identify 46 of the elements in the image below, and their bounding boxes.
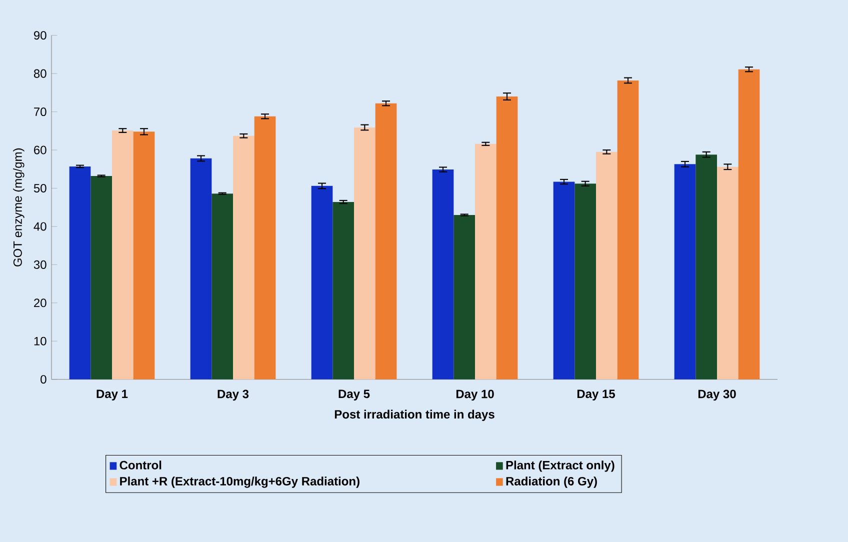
bar [212, 194, 234, 380]
y-tick-label: 60 [34, 146, 46, 154]
y-tick-label: 20 [34, 298, 46, 308]
bar [112, 130, 134, 380]
bar [596, 152, 618, 380]
bar [454, 214, 475, 380]
bar [475, 144, 496, 380]
bar [354, 127, 376, 380]
bar [190, 158, 212, 380]
y-tick-label: 10 [34, 336, 46, 346]
bar [674, 164, 696, 380]
bar [738, 69, 760, 380]
bar [133, 132, 155, 380]
bar [696, 154, 718, 380]
y-tick-label: 70 [34, 108, 46, 116]
y-tick-label: 80 [34, 69, 46, 78]
y-tick-label: 0 [40, 375, 46, 384]
legend-label: Control [120, 460, 162, 470]
legend-label: Plant +R (Extract-10mg/kg+6Gy Radiation) [120, 476, 360, 488]
bar [432, 170, 454, 380]
x-tick-label: Day 15 [577, 390, 615, 400]
bar [496, 96, 518, 380]
bar [90, 176, 112, 380]
bar [574, 184, 596, 380]
bar [553, 182, 575, 380]
y-tick-label: 50 [34, 184, 46, 192]
bar [233, 136, 254, 380]
x-tick-label: Day 5 [338, 390, 370, 400]
bar [717, 166, 738, 380]
legend-label: Radiation (6 Gy) [506, 476, 597, 488]
bar [254, 116, 276, 380]
x-tick-label: Day 3 [218, 390, 249, 401]
x-tick-label: Day 1 [96, 390, 128, 400]
y-tick-label: 90 [34, 31, 46, 40]
bar [311, 186, 333, 380]
y-axis-title: GOT enzyme (mg/gm) [13, 148, 24, 266]
bar [617, 80, 639, 380]
legend-label: Plant (Extract only) [506, 460, 614, 472]
bar [332, 202, 354, 380]
bar [375, 103, 397, 380]
bar [69, 166, 91, 380]
x-tick-label: Day 30 [698, 390, 736, 401]
x-axis-title: Post irradiation time in days [334, 410, 494, 421]
y-tick-label: 40 [34, 222, 46, 231]
y-tick-label: 30 [34, 260, 46, 269]
x-tick-label: Day 10 [456, 390, 494, 401]
